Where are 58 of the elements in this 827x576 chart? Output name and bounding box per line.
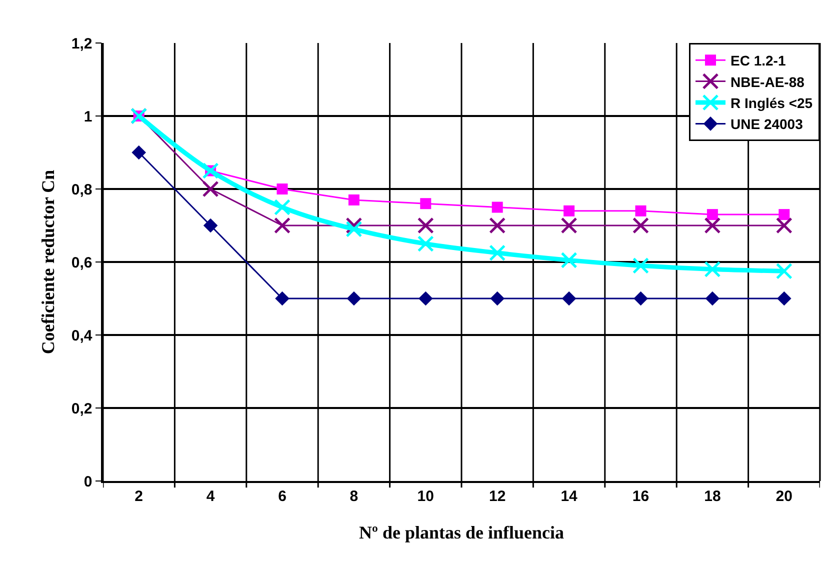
point (706, 209, 718, 220)
point (274, 217, 290, 234)
point (704, 261, 721, 278)
point (202, 180, 219, 198)
y-tick-label: 0,8 (71, 181, 92, 198)
point (132, 145, 146, 160)
point (346, 220, 362, 238)
point (417, 217, 434, 234)
y-tick-label: 0 (84, 473, 92, 490)
point (778, 209, 790, 220)
point (492, 202, 503, 213)
point (203, 218, 218, 233)
point (704, 217, 721, 234)
x-tick-label: 14 (560, 488, 578, 505)
legend-label: EC 1.2-1 (730, 52, 786, 69)
y-tick-label: 0,2 (71, 400, 92, 418)
point (776, 217, 792, 234)
point (202, 162, 219, 179)
y-axis-title: Coeficiente reductor Cn (38, 170, 58, 354)
point (489, 244, 506, 262)
point (776, 262, 792, 280)
point (420, 198, 432, 210)
point (276, 184, 288, 194)
x-tick-label: 16 (632, 488, 650, 505)
point (560, 252, 578, 268)
point (274, 199, 290, 216)
x-tick-label: 10 (417, 488, 434, 505)
y-tick-label: 0,4 (71, 327, 93, 344)
x-axis-title: Nº de plantas de influencia (359, 522, 564, 542)
x-tick-label: 12 (489, 488, 506, 505)
legend-label: NBE-AE-88 (730, 74, 805, 90)
point (705, 291, 720, 306)
legend-label: UNE 24003 (730, 116, 804, 132)
point (275, 291, 290, 306)
point (417, 236, 434, 252)
point (418, 291, 433, 306)
x-tick-label: 20 (776, 488, 792, 505)
point (777, 291, 792, 306)
point (560, 217, 578, 234)
point (489, 217, 506, 234)
y-tick-label: 0,6 (71, 254, 92, 272)
y-tick-label: 1 (84, 108, 92, 126)
y-tick-label: 1,2 (71, 35, 92, 52)
point (490, 291, 504, 306)
x-tick-label: 2 (134, 488, 144, 505)
point (564, 205, 575, 216)
legend-label: R Inglés <25 (730, 94, 813, 111)
point (348, 194, 360, 206)
point (632, 257, 649, 274)
point (634, 291, 648, 306)
x-tick-label: 18 (704, 488, 721, 505)
x-tick-label: 4 (206, 488, 216, 505)
point (632, 217, 649, 234)
point (346, 291, 362, 306)
point (562, 291, 576, 306)
x-tick-label: 8 (350, 488, 358, 505)
point (635, 205, 646, 216)
x-tick-label: 6 (278, 488, 286, 505)
